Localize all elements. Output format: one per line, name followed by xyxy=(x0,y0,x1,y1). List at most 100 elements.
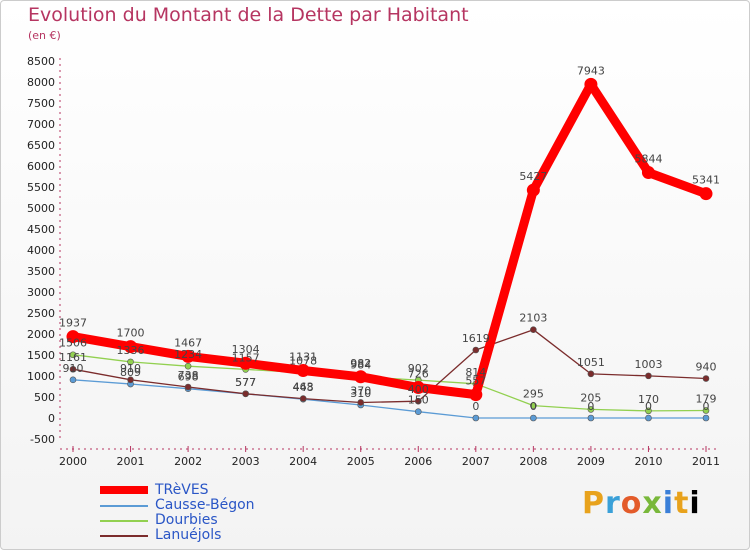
y-tick-label: 6500 xyxy=(27,139,55,152)
legend-swatch-causse-begon xyxy=(100,505,148,507)
data-label: 557 xyxy=(465,375,486,388)
data-point xyxy=(645,407,652,415)
legend-label-causse-begon: Causse-Bégon xyxy=(155,497,255,513)
data-label: 1336 xyxy=(117,344,145,357)
data-label: 0 xyxy=(645,400,652,413)
data-point xyxy=(702,375,710,382)
proxiti-logo: Proxiti xyxy=(582,486,701,521)
x-tick-label: 2004 xyxy=(289,455,317,468)
data-point xyxy=(296,363,310,377)
legend-label-dourbies: Dourbies xyxy=(155,512,218,528)
data-point xyxy=(239,356,253,370)
data-point xyxy=(66,330,80,344)
logo-letter: o xyxy=(620,486,643,521)
data-point xyxy=(587,414,595,422)
y-tick-label: 7000 xyxy=(27,118,55,131)
data-label: 1937 xyxy=(59,317,87,330)
data-point xyxy=(530,414,537,422)
data-label: 577 xyxy=(235,376,256,389)
logo-letter: i xyxy=(689,486,701,521)
y-tick-label: 7500 xyxy=(27,97,55,110)
data-point xyxy=(357,399,365,406)
x-tick-label: 2011 xyxy=(692,455,720,468)
data-point xyxy=(299,395,307,402)
data-point xyxy=(124,340,138,354)
data-label: 170 xyxy=(638,393,659,406)
data-label: 0 xyxy=(703,400,710,413)
data-label: 1131 xyxy=(289,350,317,363)
data-label: 5427 xyxy=(519,170,547,183)
data-label: 984 xyxy=(350,359,371,372)
legend-swatch-lanuejols xyxy=(100,535,148,537)
data-label: 738 xyxy=(178,369,199,382)
data-label: 205 xyxy=(580,391,601,404)
data-label: 463 xyxy=(293,381,314,394)
data-label: 1078 xyxy=(289,355,317,368)
legend-label-treves: TRèVES xyxy=(155,482,209,498)
data-point xyxy=(530,326,537,333)
series-lines xyxy=(66,77,713,422)
data-point xyxy=(530,402,537,409)
chart-subtitle: (en €) xyxy=(28,29,61,42)
x-tick-label: 2007 xyxy=(462,455,490,468)
x-tick-label: 2001 xyxy=(117,455,145,468)
series-line-1 xyxy=(72,379,707,419)
data-point xyxy=(184,383,192,391)
x-tick-label: 2008 xyxy=(519,455,547,468)
data-label: 179 xyxy=(696,392,717,405)
y-tick-label: 8500 xyxy=(27,55,55,68)
legend-swatch-treves xyxy=(100,486,148,494)
data-point xyxy=(127,376,134,384)
y-tick-label: 0 xyxy=(48,412,55,425)
data-label: 448 xyxy=(293,381,314,394)
legend-label-lanuejols: Lanuéjols xyxy=(155,527,222,543)
line-chart: -500050010001500200025003000350040004500… xyxy=(27,55,720,468)
data-label: 370 xyxy=(350,384,371,397)
y-tick-label: 500 xyxy=(34,391,55,404)
data-point xyxy=(354,370,368,384)
y-tick-label: 8000 xyxy=(27,76,55,89)
y-tick-label: 3000 xyxy=(27,286,55,299)
data-point xyxy=(587,406,595,413)
data-label: 809 xyxy=(120,366,141,379)
logo-letter: x xyxy=(642,486,663,521)
data-point xyxy=(469,388,483,402)
data-label: 902 xyxy=(408,362,429,375)
data-point xyxy=(645,372,652,380)
series-line-0 xyxy=(68,79,711,400)
data-point xyxy=(526,183,540,197)
y-tick-label: 5500 xyxy=(27,181,55,194)
data-label: 698 xyxy=(178,371,199,384)
x-tick-label: 2006 xyxy=(404,455,432,468)
data-point xyxy=(584,77,598,91)
data-label: 1700 xyxy=(117,327,145,340)
data-point xyxy=(472,346,480,354)
x-tick-label: 2002 xyxy=(174,455,202,468)
data-label: 5844 xyxy=(634,153,662,166)
data-point xyxy=(702,407,710,414)
data-label: 1051 xyxy=(577,356,605,369)
x-tick-label: 2009 xyxy=(577,455,605,468)
data-point xyxy=(242,390,249,398)
y-tick-label: 5000 xyxy=(27,202,55,215)
data-label: 150 xyxy=(408,394,429,407)
data-point xyxy=(641,166,655,180)
data-point xyxy=(414,408,422,416)
data-label: 1467 xyxy=(174,336,202,349)
data-point xyxy=(414,397,422,405)
data-point xyxy=(69,351,77,359)
data-point xyxy=(184,362,192,370)
logo-letter: r xyxy=(605,486,621,521)
y-tick-label: 2500 xyxy=(27,307,55,320)
data-label: 2103 xyxy=(519,312,547,325)
logo-letter: t xyxy=(674,486,690,521)
data-label: 982 xyxy=(350,357,371,370)
data-label: 1304 xyxy=(232,343,260,356)
logo-letter: i xyxy=(662,486,675,521)
y-tick-label: 4000 xyxy=(27,244,55,257)
series-line-3 xyxy=(72,329,707,404)
data-point xyxy=(69,376,77,384)
data-point xyxy=(411,381,425,395)
y-tick-label: 1000 xyxy=(27,370,55,383)
